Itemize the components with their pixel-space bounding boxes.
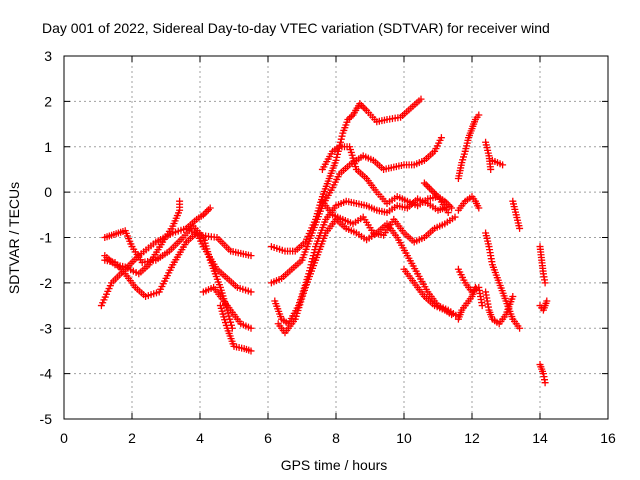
data-point bbox=[417, 95, 425, 103]
y-axis-label: SDTVAR / TECUs bbox=[6, 182, 22, 294]
data-point bbox=[475, 111, 483, 119]
data-point bbox=[471, 283, 479, 291]
data-point bbox=[541, 379, 549, 387]
data-point bbox=[443, 199, 450, 207]
x-axis-label: GPS time / hours bbox=[281, 457, 388, 473]
data-point bbox=[337, 138, 345, 146]
x-tick-label: 0 bbox=[60, 430, 68, 446]
x-tick-label: 6 bbox=[264, 430, 272, 446]
y-tick-label: 3 bbox=[44, 48, 52, 64]
data-point bbox=[359, 103, 367, 111]
data-point bbox=[201, 209, 209, 217]
data-point bbox=[247, 288, 255, 296]
data-point bbox=[309, 255, 317, 263]
x-tick-label: 4 bbox=[196, 430, 204, 446]
data-point bbox=[420, 179, 428, 187]
data-point bbox=[475, 204, 483, 212]
data-point bbox=[448, 311, 456, 319]
x-tick-label: 14 bbox=[532, 430, 548, 446]
data-point bbox=[541, 279, 549, 287]
y-tick-label: 2 bbox=[44, 93, 52, 109]
data-point bbox=[499, 161, 507, 169]
data-point bbox=[487, 165, 495, 173]
data-point bbox=[446, 202, 454, 210]
data-point bbox=[247, 347, 255, 355]
data-point bbox=[424, 182, 432, 190]
y-tick-label: -2 bbox=[40, 275, 53, 291]
y-tick-label: -1 bbox=[40, 230, 53, 246]
data-point bbox=[427, 186, 435, 194]
data-point bbox=[437, 134, 445, 142]
data-point bbox=[225, 312, 233, 320]
x-tick-label: 8 bbox=[332, 430, 340, 446]
x-tick-label: 16 bbox=[600, 430, 616, 446]
y-tick-label: -3 bbox=[40, 320, 53, 336]
data-point bbox=[203, 207, 211, 215]
data-point bbox=[247, 324, 255, 332]
chart-title: Day 001 of 2022, Sidereal Day-to-day VTE… bbox=[42, 20, 550, 36]
data-marks bbox=[97, 95, 551, 387]
data-point bbox=[333, 153, 341, 161]
data-point bbox=[338, 132, 346, 140]
data-point bbox=[516, 224, 524, 232]
x-tick-label: 2 bbox=[128, 430, 136, 446]
data-point bbox=[448, 204, 456, 212]
data-point bbox=[205, 206, 212, 214]
data-point bbox=[516, 324, 524, 332]
grid-lines bbox=[64, 56, 608, 419]
data-point bbox=[334, 150, 342, 158]
x-tick-label: 10 bbox=[396, 430, 412, 446]
data-point bbox=[451, 213, 459, 221]
data-point bbox=[361, 105, 369, 113]
y-tick-label: -5 bbox=[40, 411, 53, 427]
data-point bbox=[206, 204, 214, 212]
data-point bbox=[176, 197, 184, 205]
data-point bbox=[509, 292, 517, 300]
data-point bbox=[332, 156, 340, 164]
y-tick-label: -4 bbox=[40, 366, 53, 382]
x-tick-label: 12 bbox=[464, 430, 480, 446]
plot-frame bbox=[63, 55, 609, 420]
data-point bbox=[426, 184, 433, 192]
data-point bbox=[431, 189, 439, 197]
y-tick-label: 0 bbox=[44, 184, 52, 200]
data-point bbox=[543, 297, 551, 305]
y-tick-label: 1 bbox=[44, 139, 52, 155]
data-point bbox=[478, 302, 486, 310]
data-point bbox=[247, 252, 255, 260]
data-point bbox=[444, 209, 452, 217]
data-point bbox=[422, 181, 430, 189]
data-point bbox=[337, 135, 345, 143]
